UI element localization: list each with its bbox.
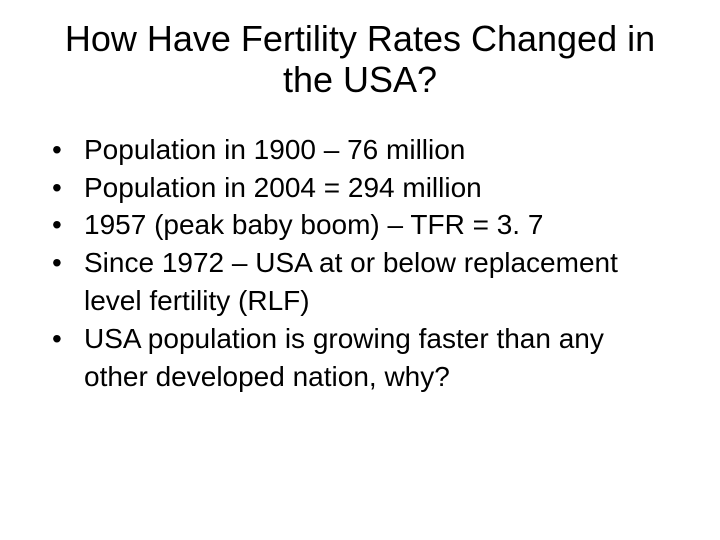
list-item: 1957 (peak baby boom) – TFR = 3. 7 [40,206,670,244]
slide: How Have Fertility Rates Changed in the … [0,0,720,540]
list-item: USA population is growing faster than an… [40,320,670,396]
list-item: Population in 1900 – 76 million [40,131,670,169]
slide-title: How Have Fertility Rates Changed in the … [40,18,680,101]
bullet-list: Population in 1900 – 76 million Populati… [40,131,680,396]
list-item: Population in 2004 = 294 million [40,169,670,207]
list-item: Since 1972 – USA at or below replacement… [40,244,670,320]
